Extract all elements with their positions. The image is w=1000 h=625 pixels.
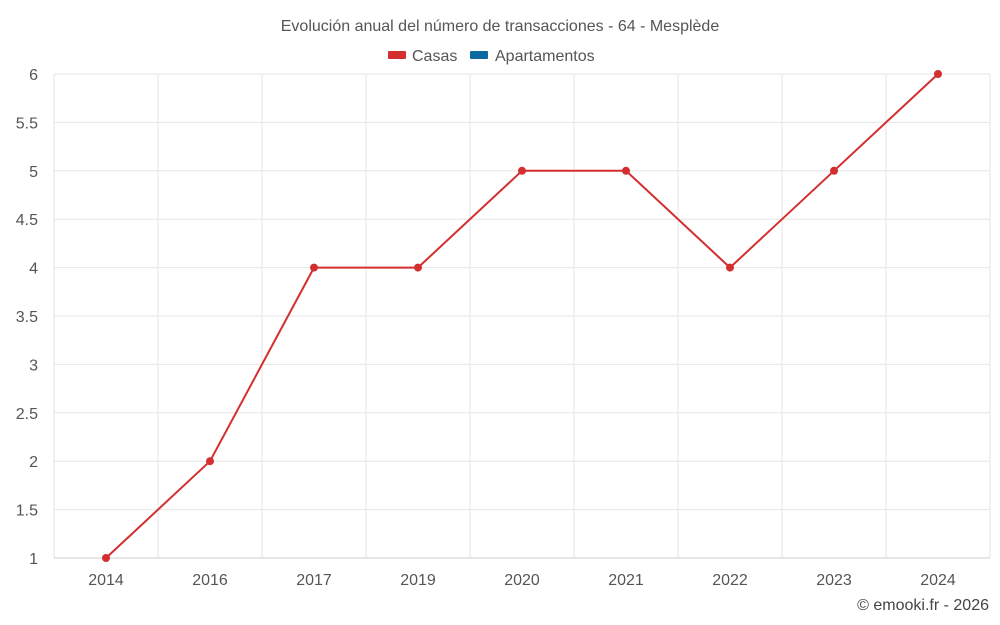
- y-tick-label: 2.5: [16, 406, 38, 423]
- x-tick-label: 2023: [816, 572, 852, 589]
- x-tick-label: 2022: [712, 572, 748, 589]
- y-tick-label: 5: [29, 164, 38, 181]
- x-axis-tick-labels: 2014 2016 2017 2019 2020 2021 2022 2023 2024: [88, 572, 956, 589]
- x-tick-label: 2019: [400, 572, 436, 589]
- chart-title: Evolución anual del número de transaccio…: [281, 18, 720, 35]
- x-tick-label: 2017: [296, 572, 332, 589]
- data-point-casas-2023[interactable]: [830, 166, 838, 175]
- x-tick-label: 2024: [920, 572, 956, 589]
- x-tick-label: 2016: [192, 572, 228, 589]
- credit-text: © emooki.fr - 2026: [857, 597, 989, 614]
- data-point-casas-2014[interactable]: [102, 554, 110, 562]
- legend-swatch-casas: [388, 51, 406, 59]
- data-point-casas-2016[interactable]: [206, 457, 214, 466]
- y-tick-label: 4.5: [16, 212, 38, 229]
- legend-item-casas[interactable]: Casas: [388, 48, 457, 65]
- data-point-casas-2024[interactable]: [934, 70, 942, 78]
- legend: Casas Apartamentos: [388, 48, 595, 65]
- y-tick-label: 1: [29, 551, 38, 568]
- y-tick-label: 4: [29, 261, 38, 278]
- data-point-casas-2020[interactable]: [518, 166, 526, 175]
- y-tick-label: 3.5: [16, 309, 38, 326]
- y-tick-label: 2: [29, 454, 38, 471]
- data-point-casas-2019[interactable]: [414, 263, 422, 272]
- y-axis-tick-labels: 1 1.5 2 2.5 3 3.5 4 4.5 5 5.5 6: [16, 67, 38, 568]
- y-tick-label: 5.5: [16, 115, 38, 132]
- legend-swatch-apartamentos: [470, 51, 488, 59]
- x-gridlines: [53, 74, 991, 558]
- y-tick-label: 3: [29, 357, 38, 374]
- y-gridlines: [54, 73, 990, 511]
- x-tick-label: 2020: [504, 572, 540, 589]
- data-point-casas-2022[interactable]: [726, 263, 734, 272]
- legend-label-casas: Casas: [412, 48, 457, 65]
- legend-item-apartamentos[interactable]: Apartamentos: [470, 48, 595, 65]
- data-point-casas-2021[interactable]: [622, 166, 630, 175]
- data-point-casas-2017[interactable]: [310, 263, 318, 272]
- x-tick-label: 2014: [88, 572, 124, 589]
- series-casas: [102, 70, 942, 562]
- y-tick-label: 1.5: [16, 503, 38, 520]
- y-tick-label: 6: [29, 67, 38, 84]
- x-tick-label: 2021: [608, 572, 644, 589]
- legend-label-apartamentos: Apartamentos: [495, 48, 595, 65]
